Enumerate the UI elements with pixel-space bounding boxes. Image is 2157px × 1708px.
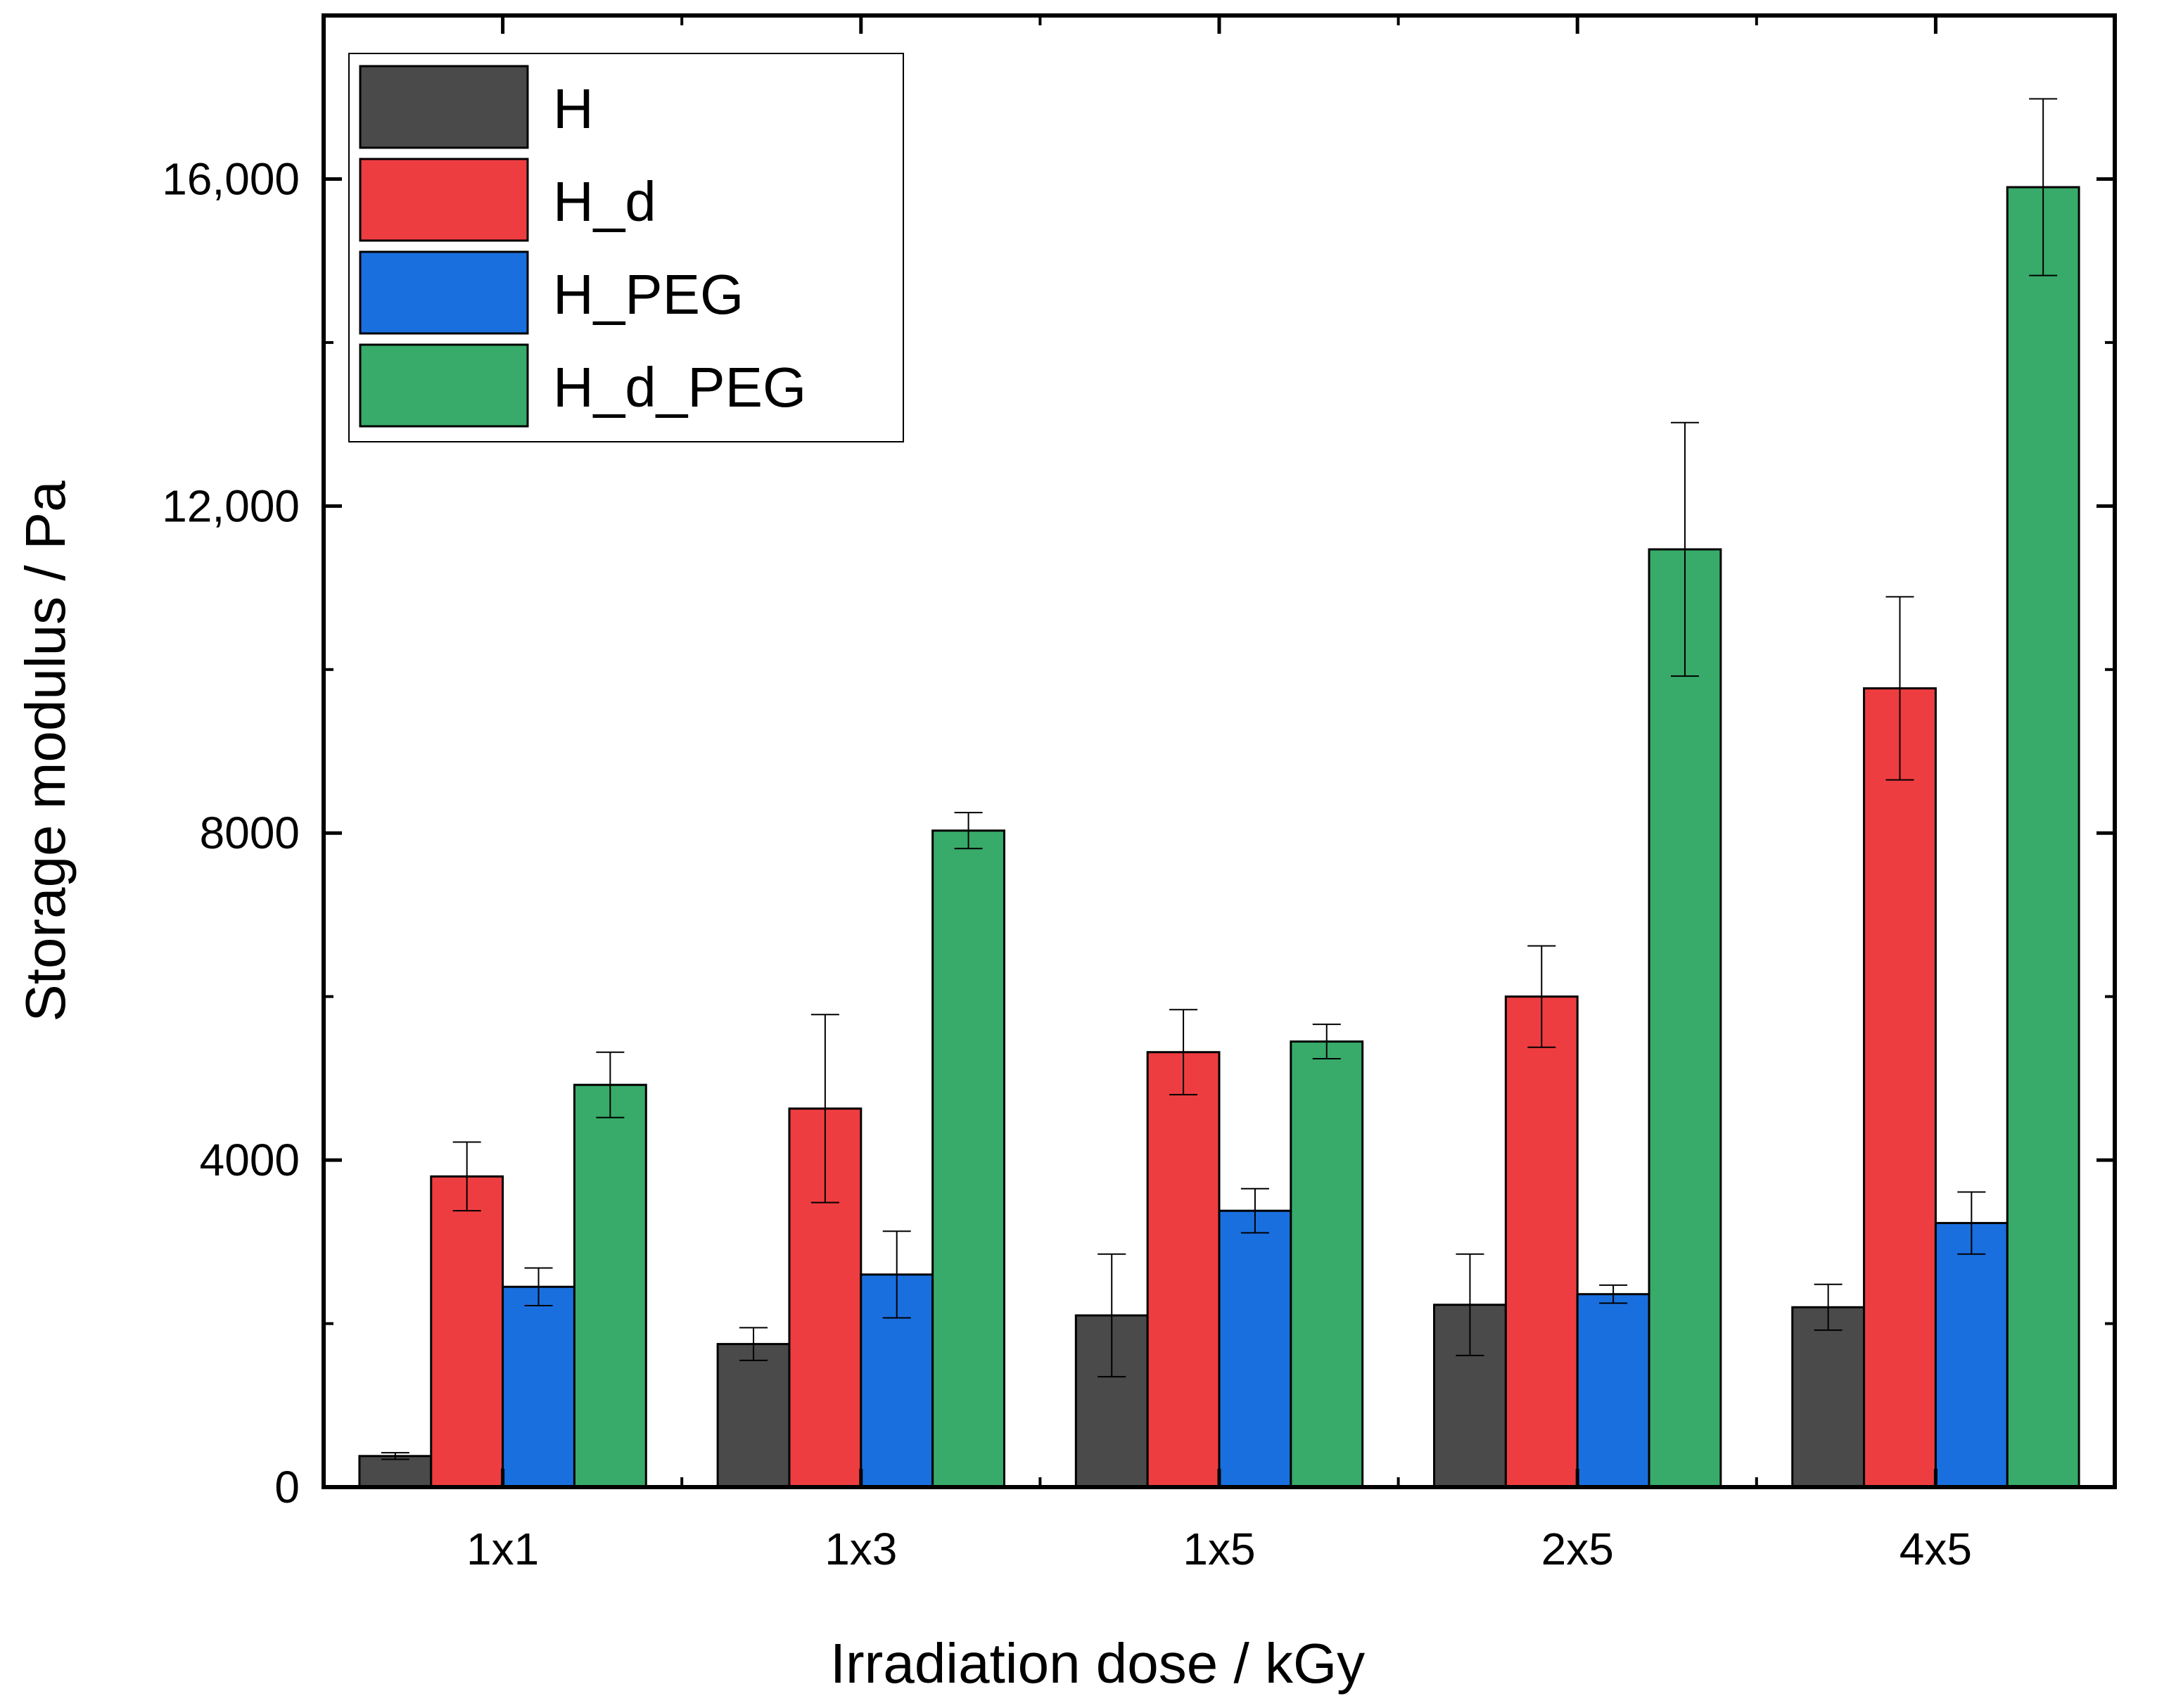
tick-labels-layer: 0 4000 8000 12,000 16,000 1x1 1x3 1x5 2x5 4x5 [162, 153, 1972, 1574]
bar-h-d-1x1 [430, 1175, 504, 1489]
bar-h-d-peg-1x1 [573, 1083, 647, 1489]
legend-label-h-d-peg: H_d_PEG [553, 356, 806, 419]
legend-label-h-d: H_d [553, 170, 656, 233]
x-tick-label-1x3: 1x3 [825, 1524, 897, 1574]
legend-swatch-h-d-peg [359, 343, 529, 428]
x-tick-label-1x5: 1x5 [1183, 1524, 1255, 1574]
bar-h-d-4x5 [1863, 687, 1937, 1489]
x-tick-label-2x5: 2x5 [1541, 1524, 1614, 1574]
bar-h-4x5 [1791, 1306, 1866, 1489]
y-tick-label-0: 0 [274, 1462, 300, 1512]
bar-h-1x3 [716, 1343, 791, 1489]
y-axis-title: Storage modulus / Pa [14, 480, 77, 1022]
bar-h-1x1 [358, 1455, 433, 1489]
bar-h-d-peg-1x3 [931, 829, 1005, 1489]
error-bars-layer [381, 98, 2058, 1460]
axis-ticks-layer [324, 15, 2115, 1489]
legend-swatch-h [359, 65, 529, 149]
bars-layer [358, 186, 2080, 1489]
x-tick-label-4x5: 4x5 [1900, 1524, 1972, 1574]
bar-h-peg-1x1 [502, 1285, 575, 1489]
legend-swatch-h-d [359, 158, 529, 242]
y-tick-label-4000: 4000 [200, 1135, 300, 1185]
bar-h-d-peg-2x5 [1648, 548, 1722, 1489]
legend-label-h: H [553, 77, 594, 140]
legend: H H_d H_PEG H_d_PEG [348, 53, 904, 442]
y-tick-label-12000: 12,000 [162, 480, 300, 531]
y-tick-label-16000: 16,000 [162, 153, 300, 204]
bar-h-d-peg-1x5 [1290, 1040, 1364, 1489]
legend-label-h-peg: H_PEG [553, 263, 744, 326]
bar-h-peg-1x5 [1218, 1209, 1292, 1489]
bar-h-d-peg-4x5 [2006, 186, 2080, 1489]
bar-h-peg-2x5 [1576, 1293, 1650, 1489]
bar-h-peg-4x5 [1934, 1222, 2009, 1489]
x-axis-title: Irradiation dose / kGy [830, 1632, 1365, 1695]
y-tick-label-8000: 8000 [200, 808, 300, 858]
bar-h-d-1x5 [1146, 1051, 1221, 1489]
bar-h-d-2x5 [1504, 995, 1579, 1489]
x-tick-label-1x1: 1x1 [466, 1524, 539, 1574]
legend-swatch-h-peg [359, 250, 529, 335]
